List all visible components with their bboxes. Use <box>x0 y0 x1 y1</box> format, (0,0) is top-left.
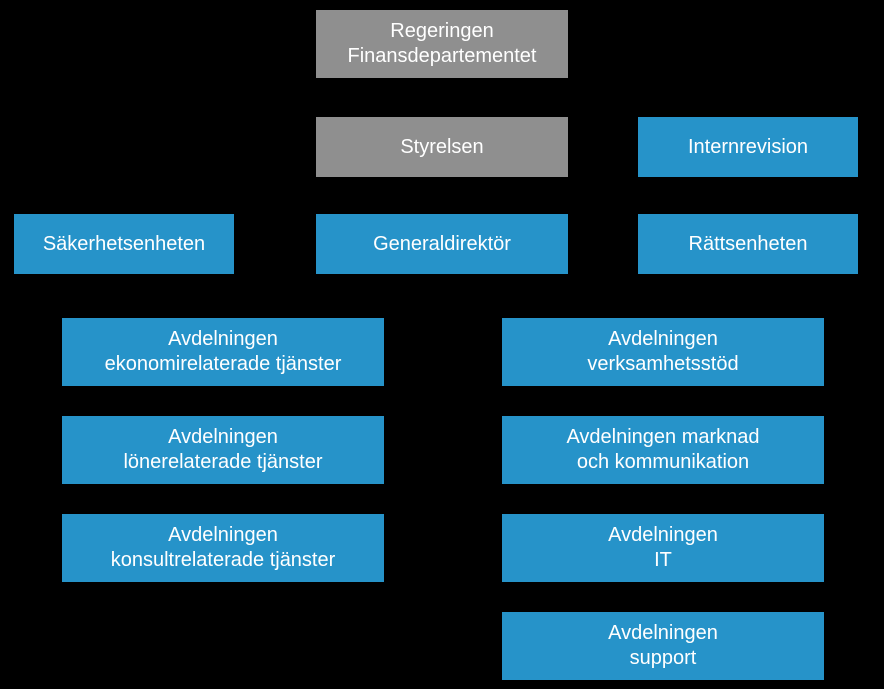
node-text-line: ekonomirelaterade tjänster <box>105 352 342 377</box>
node-text-line: Avdelningen <box>168 425 278 450</box>
node-avd-support: Avdelningensupport <box>502 612 824 680</box>
node-regeringen: RegeringenFinansdepartementet <box>316 10 568 78</box>
node-text-line: konsultrelaterade tjänster <box>111 548 336 573</box>
node-generaldirektor: Generaldirektör <box>316 214 568 274</box>
node-text-line: Avdelningen <box>608 621 718 646</box>
node-text-line: Styrelsen <box>400 135 483 160</box>
node-text-line: Generaldirektör <box>373 232 511 257</box>
node-text-line: Säkerhetsenheten <box>43 232 205 257</box>
node-avd-it: AvdelningenIT <box>502 514 824 582</box>
node-text-line: IT <box>654 548 672 573</box>
node-internrevision: Internrevision <box>638 117 858 177</box>
node-styrelsen: Styrelsen <box>316 117 568 177</box>
node-text-line: och kommunikation <box>577 450 749 475</box>
node-sakerhetsenheten: Säkerhetsenheten <box>14 214 234 274</box>
node-avd-verksamhet: Avdelningenverksamhetsstöd <box>502 318 824 386</box>
node-rattsenheten: Rättsenheten <box>638 214 858 274</box>
node-avd-konsult: Avdelningenkonsultrelaterade tjänster <box>62 514 384 582</box>
node-text-line: lönerelaterade tjänster <box>123 450 322 475</box>
node-text-line: Avdelningen <box>168 327 278 352</box>
node-text-line: Avdelningen <box>608 327 718 352</box>
node-text-line: Rättsenheten <box>689 232 808 257</box>
node-text-line: verksamhetsstöd <box>587 352 738 377</box>
node-text-line: Finansdepartementet <box>347 44 536 69</box>
node-avd-ekonomi: Avdelningenekonomirelaterade tjänster <box>62 318 384 386</box>
node-text-line: Avdelningen <box>608 523 718 548</box>
node-text-line: Avdelningen <box>168 523 278 548</box>
node-text-line: Avdelningen marknad <box>566 425 759 450</box>
node-text-line: support <box>630 646 697 671</box>
node-avd-marknad: Avdelningen marknadoch kommunikation <box>502 416 824 484</box>
node-text-line: Internrevision <box>688 135 808 160</box>
node-text-line: Regeringen <box>390 19 493 44</box>
node-avd-lone: Avdelningenlönerelaterade tjänster <box>62 416 384 484</box>
